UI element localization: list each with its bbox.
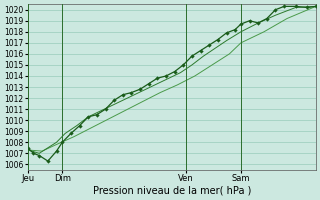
X-axis label: Pression niveau de la mer( hPa ): Pression niveau de la mer( hPa ) [92, 186, 251, 196]
